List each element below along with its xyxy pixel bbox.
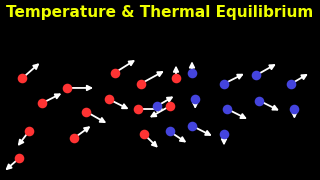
Point	[167, 105, 172, 108]
Point	[257, 99, 262, 102]
Point	[221, 82, 227, 85]
Point	[113, 71, 118, 74]
Point	[253, 74, 259, 77]
Point	[189, 71, 195, 74]
Point	[26, 130, 31, 133]
Point	[289, 82, 294, 85]
Point	[167, 130, 172, 133]
Point	[84, 110, 89, 113]
Point	[221, 133, 227, 136]
Point	[135, 108, 140, 111]
Text: Temperature & Thermal Equilibrium: Temperature & Thermal Equilibrium	[6, 5, 314, 20]
Point	[17, 157, 22, 160]
Point	[65, 87, 70, 89]
Point	[106, 98, 111, 101]
Point	[138, 82, 143, 85]
Point	[154, 105, 159, 108]
Point	[71, 137, 76, 140]
Point	[193, 98, 198, 101]
Point	[39, 102, 44, 105]
Point	[189, 124, 195, 127]
Point	[20, 77, 25, 80]
Point	[173, 77, 179, 80]
Point	[141, 133, 147, 136]
Point	[225, 108, 230, 111]
Point	[292, 108, 297, 111]
